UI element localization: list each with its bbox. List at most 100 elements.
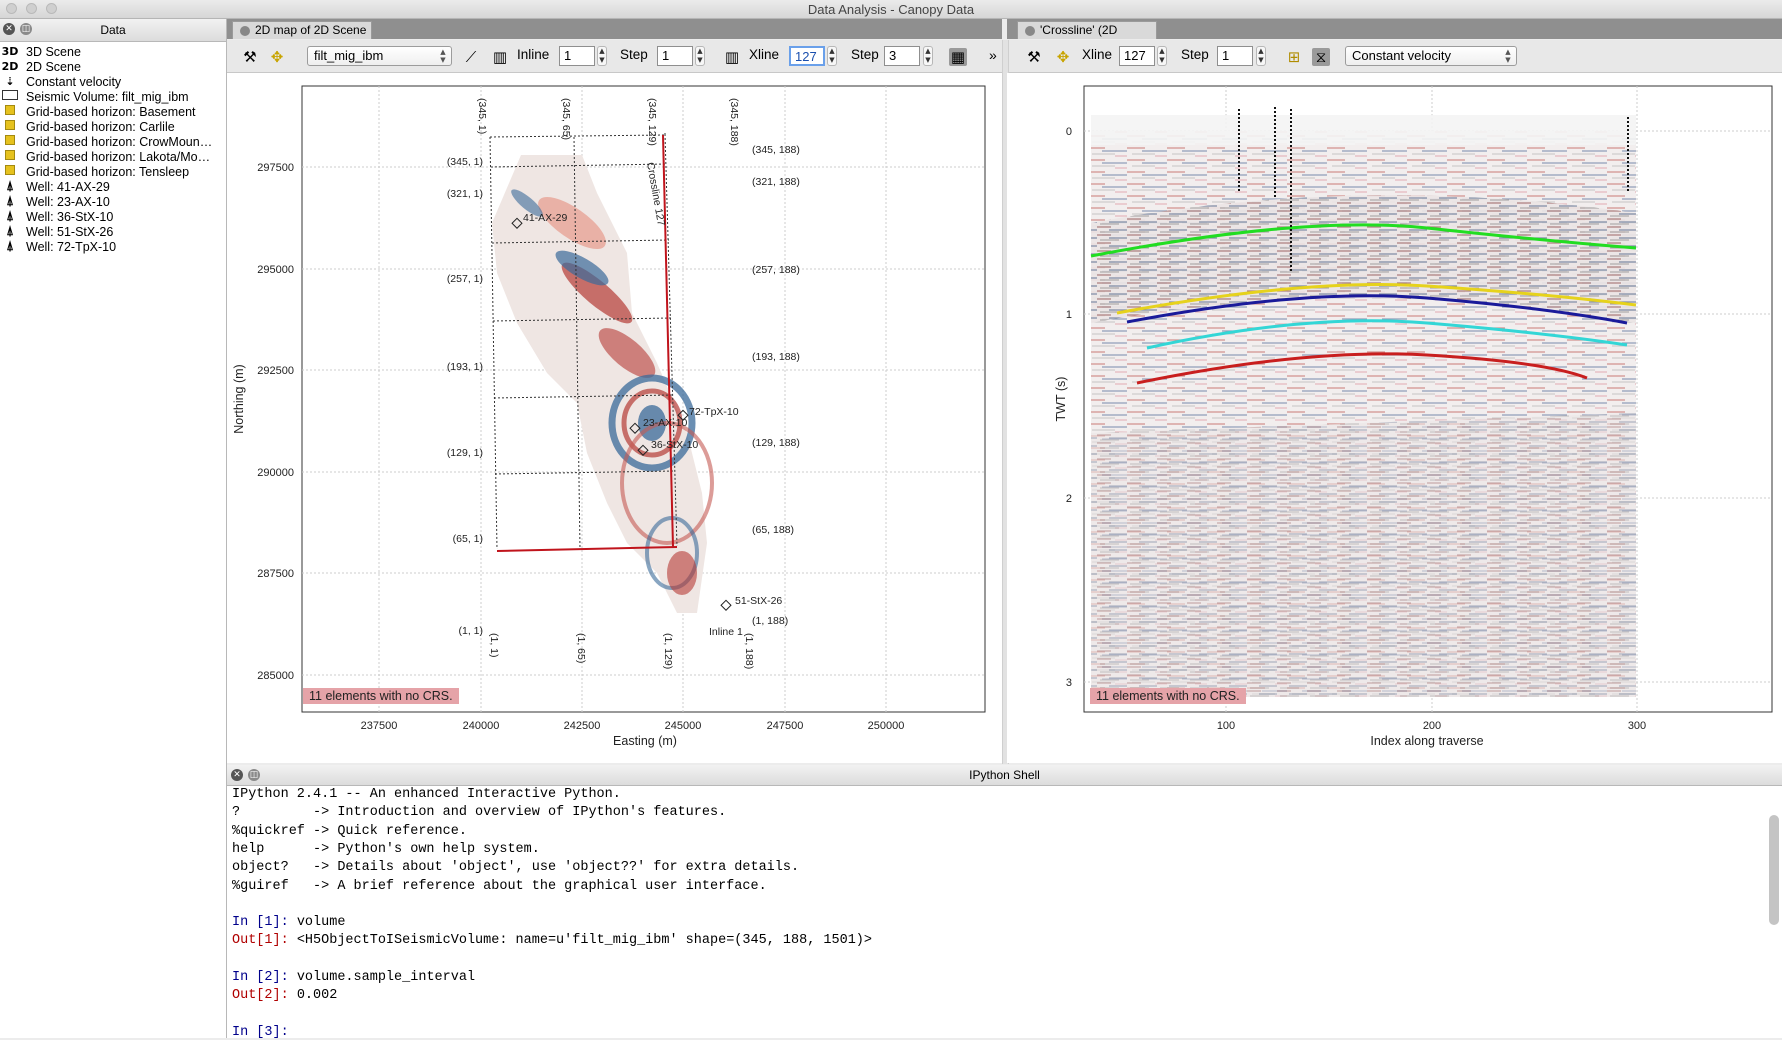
tree-item[interactable]: 2D 2D Scene <box>0 59 81 74</box>
corner-label: (129, 1) <box>447 447 483 459</box>
xline-spinbox[interactable]: 127 <box>1119 46 1155 66</box>
horizon-icon <box>0 150 20 163</box>
shell-line: Out[2]: 0.002 <box>232 988 338 1004</box>
well-icon: ⍋ <box>6 224 14 239</box>
horizon-line[interactable] <box>1126 294 1628 325</box>
tree-item[interactable]: ⍋ Well: 51-StX-26 <box>0 224 113 239</box>
shell-header: ✕ ◫ IPython Shell <box>227 765 1782 786</box>
tree-item[interactable]: Grid-based horizon: Tensleep <box>0 164 189 179</box>
tools-icon[interactable]: ⚒ <box>243 48 257 66</box>
tree-item[interactable]: Grid-based horizon: Carlile <box>0 119 175 134</box>
corner-label: (1, 1) <box>458 625 483 637</box>
tab-close-icon[interactable] <box>240 26 250 36</box>
horizon-icon <box>0 165 20 178</box>
tree-item[interactable]: Grid-based horizon: Basement <box>0 104 196 119</box>
edge-label: (1, 65) <box>575 633 587 663</box>
tree-item-label: Well: 72-TpX-10 <box>26 239 117 254</box>
edge-label: (345, 129) <box>646 98 658 146</box>
y-tick-label: 295000 <box>257 264 294 276</box>
y-tick-label: 290000 <box>257 467 294 479</box>
edge-label: (345, 65) <box>560 98 572 140</box>
tools-icon[interactable]: ⚒ <box>1027 48 1041 66</box>
edge-label: (345, 1) <box>476 98 488 134</box>
inline-spinbox[interactable]: 1 <box>559 46 595 66</box>
zoom-window-button[interactable] <box>46 3 57 14</box>
close-window-button[interactable] <box>6 3 17 14</box>
seismic-slice <box>492 155 714 613</box>
grid-toggle-icon[interactable]: ▦ <box>949 48 967 66</box>
corner-label: (65, 188) <box>752 524 794 536</box>
inline-step-spinbox[interactable]: 1 <box>657 46 693 66</box>
tree-item-label: Seismic Volume: filt_mig_ibm <box>26 89 189 104</box>
step-spinbox[interactable]: 1 <box>1217 46 1253 66</box>
ipython-shell[interactable]: ✕ ◫ IPython Shell IPython 2.4.1 -- An en… <box>227 765 1782 1040</box>
data-panel-title: Data <box>100 23 126 37</box>
line-tool-icon[interactable]: ⟋ <box>465 48 477 66</box>
velocity-select[interactable]: Constant velocity ▲ ▼ <box>1345 46 1517 66</box>
horizon-line[interactable] <box>1136 352 1588 385</box>
well-marker[interactable] <box>637 444 649 456</box>
section-plot[interactable]: 100 200 300 0 1 2 3 Index along traverse TWT (s) <box>1007 73 1782 763</box>
tree-item-label: Well: 36-StX-10 <box>26 209 114 224</box>
chevron-updown-icon: ▲ ▼ <box>1505 48 1511 64</box>
xline-stepper[interactable]: ▲ ▼ <box>1157 46 1167 66</box>
well-label: 72-TpX-10 <box>689 406 739 418</box>
well-label: 36-StX-10 <box>651 439 698 451</box>
well-marker[interactable] <box>720 599 732 611</box>
tree-item[interactable]: ⇣ Constant velocity <box>0 74 121 89</box>
tree-item-label: Grid-based horizon: Carlile <box>26 119 175 134</box>
shell-scrollbar[interactable] <box>1769 815 1779 925</box>
tree-item[interactable]: ⍋ Well: 36-StX-10 <box>0 209 113 224</box>
close-panel-icon[interactable]: ✕ <box>3 23 15 35</box>
horizon-line[interactable] <box>1146 319 1628 350</box>
close-panel-icon[interactable]: ✕ <box>231 769 243 781</box>
xline-stepper[interactable]: ▲ ▼ <box>827 46 837 66</box>
tree-item[interactable]: Grid-based horizon: CrowMoun… <box>0 134 212 149</box>
inline-step-stepper[interactable]: ▲ ▼ <box>695 46 705 66</box>
horizon-line[interactable] <box>1116 283 1637 315</box>
tab-close-icon[interactable] <box>1025 26 1035 36</box>
step-label: Step <box>620 47 648 62</box>
minimize-window-button[interactable] <box>26 3 37 14</box>
well-marker[interactable] <box>629 422 641 434</box>
corner-label: (193, 188) <box>752 351 800 363</box>
crossline-marker[interactable] <box>662 134 674 548</box>
inline-stepper[interactable]: ▲ ▼ <box>597 46 607 66</box>
volume-select[interactable]: filt_mig_ibm ▲ ▼ <box>307 46 452 66</box>
overlay-toggle-icon[interactable]: ⧖ <box>1312 48 1330 66</box>
tree-item-label: 2D Scene <box>26 59 81 74</box>
tree-item[interactable]: 3D 3D Scene <box>0 44 81 59</box>
horizon-line[interactable] <box>1090 223 1637 258</box>
tree-item[interactable]: Seismic Volume: filt_mig_ibm <box>0 89 189 104</box>
2d-icon: 2D <box>1 60 19 73</box>
horizon-tool-icon[interactable]: ⊞ <box>1287 48 1301 66</box>
xline-label: Xline <box>749 47 780 62</box>
xline-icon: ▥ <box>724 48 740 66</box>
inline-marker[interactable] <box>496 546 678 552</box>
xline-step-spinbox[interactable]: 3 <box>884 46 920 66</box>
pan-icon[interactable]: ✥ <box>1056 48 1070 66</box>
tree-item[interactable]: ⍋ Well: 41-AX-29 <box>0 179 110 194</box>
more-tools-icon[interactable]: » <box>989 47 997 63</box>
step-stepper[interactable]: ▲ ▼ <box>1256 46 1266 66</box>
section-no-crs-badge: 11 elements with no CRS. <box>1090 688 1246 704</box>
x-tick-label: 240000 <box>463 720 500 732</box>
tree-item[interactable]: ⍋ Well: 23-AX-10 <box>0 194 110 209</box>
float-panel-icon[interactable]: ◫ <box>248 769 260 781</box>
data-panel-header: ✕ ◫ Data <box>0 19 226 42</box>
tab-2d-map[interactable]: 2D map of 2D Scene <box>232 21 372 39</box>
pan-icon[interactable]: ✥ <box>270 48 284 66</box>
well-marker[interactable] <box>677 409 689 421</box>
tree-item-label: Grid-based horizon: Basement <box>26 104 196 119</box>
tree-item[interactable]: Grid-based horizon: Lakota/Mo… <box>0 149 210 164</box>
map-plot[interactable]: 237500 240000 242500 245000 247500 250000 2975… <box>227 73 1002 763</box>
xline-spinbox[interactable]: 127 <box>789 46 825 66</box>
x-tick-label: 247500 <box>767 720 804 732</box>
xline-step-stepper[interactable]: ▲ ▼ <box>923 46 933 66</box>
corner-label: (321, 188) <box>752 176 800 188</box>
well-marker[interactable] <box>511 217 523 229</box>
tab-crossline[interactable]: 'Crossline' (2D Scene) <box>1017 21 1157 54</box>
tree-item[interactable]: ⍋ Well: 72-TpX-10 <box>0 239 116 254</box>
x-tick-label: 245000 <box>665 720 702 732</box>
float-panel-icon[interactable]: ◫ <box>20 23 32 35</box>
